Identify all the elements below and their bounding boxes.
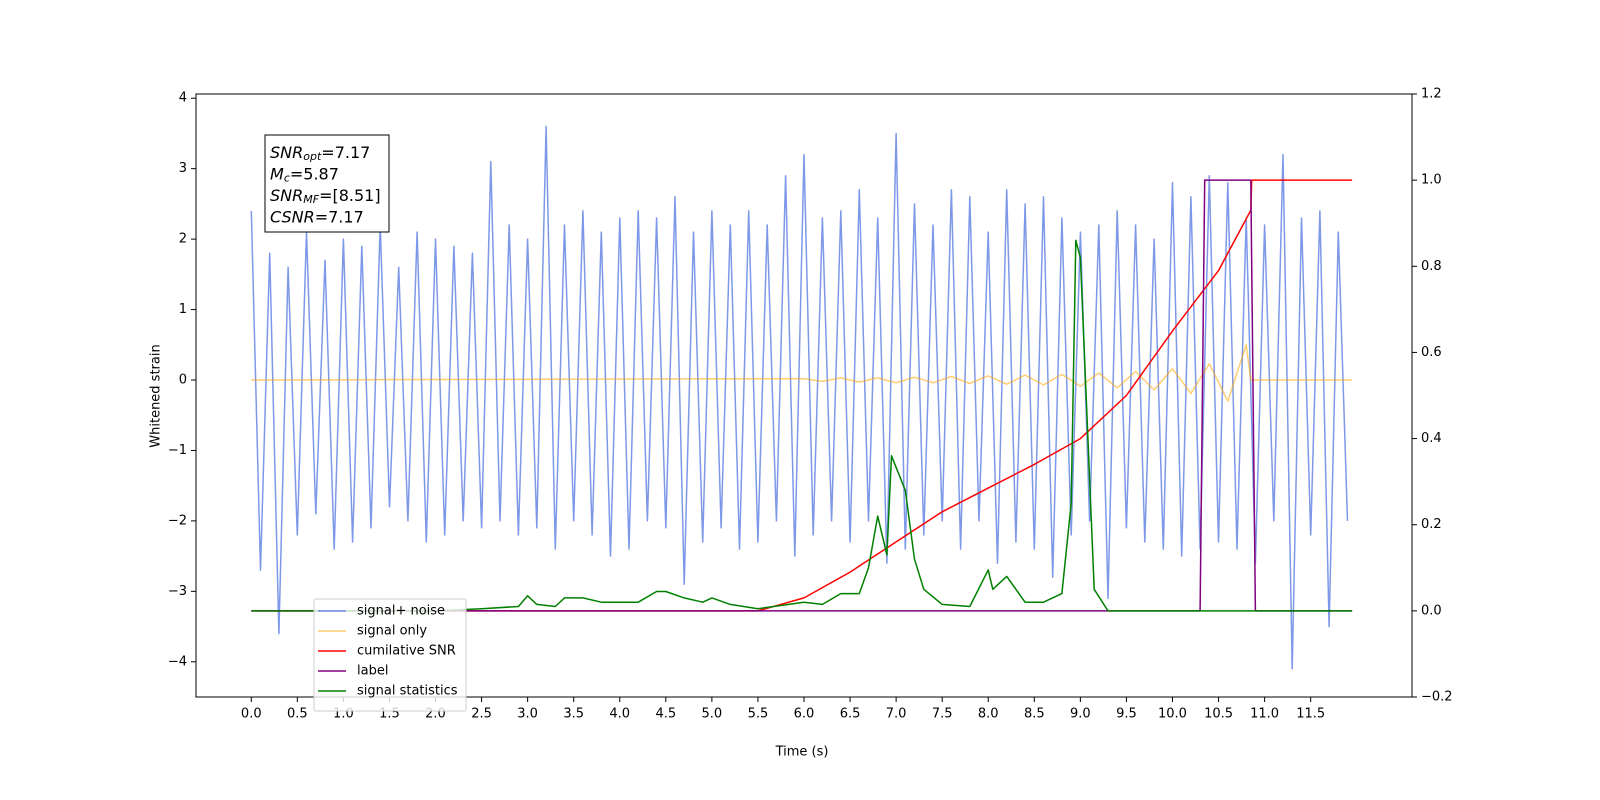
x-tick-label: 3.0 bbox=[517, 707, 538, 722]
y2-tick-label: 0.6 bbox=[1421, 345, 1442, 360]
y2-tick-label: 1.2 bbox=[1421, 87, 1442, 102]
y-tick-label: 0 bbox=[179, 373, 187, 388]
y-tick-label: −4 bbox=[168, 654, 187, 669]
annotation-text: Mc=5.87 bbox=[270, 164, 339, 185]
series-line bbox=[250, 125, 1349, 670]
annotation-value: =7.17 bbox=[315, 207, 364, 226]
annotation-symbol: CSNR bbox=[270, 207, 315, 226]
annotation-value: =7.17 bbox=[321, 143, 370, 162]
annotation-subscript: opt bbox=[303, 150, 322, 163]
annotation-frame bbox=[264, 134, 390, 233]
x-axis-label: Time (s) bbox=[775, 745, 829, 760]
annotation-text: SNRopt=7.17 bbox=[270, 143, 370, 164]
y-tick-label: −2 bbox=[168, 513, 187, 528]
y-tick-label: 1 bbox=[179, 302, 187, 317]
x-tick-label: 9.0 bbox=[1070, 707, 1091, 722]
x-tick-label: 8.5 bbox=[1024, 707, 1045, 722]
legend-label: signal+ noise bbox=[357, 604, 445, 619]
x-tick-label: 6.5 bbox=[840, 707, 861, 722]
x-tick-label: 5.5 bbox=[748, 707, 769, 722]
annotation-symbol: SNR bbox=[270, 186, 303, 205]
legend-label: signal statistics bbox=[357, 684, 458, 699]
x-tick-label: 6.0 bbox=[794, 707, 815, 722]
y-tick-label: −1 bbox=[168, 443, 187, 458]
y2-tick-label: 1.0 bbox=[1421, 173, 1442, 188]
y2-tick-label: 0.0 bbox=[1421, 603, 1442, 618]
y2-tick-label: 0.8 bbox=[1421, 259, 1442, 274]
x-tick-label: 7.5 bbox=[932, 707, 953, 722]
x-tick-label: 10.5 bbox=[1204, 707, 1233, 722]
annotation-subscript: c bbox=[284, 172, 290, 185]
series-line bbox=[251, 239, 1353, 612]
legend-label: cumilative SNR bbox=[357, 644, 456, 659]
legend-label: signal only bbox=[357, 624, 427, 639]
y2-tick-label: 0.2 bbox=[1421, 517, 1442, 532]
annotation-symbol: SNR bbox=[270, 143, 303, 162]
legend-frame bbox=[313, 598, 467, 712]
x-tick-label: 0.0 bbox=[241, 707, 262, 722]
x-tick-label: 3.5 bbox=[563, 707, 584, 722]
y-tick-label: 4 bbox=[179, 91, 187, 106]
x-tick-label: 11.5 bbox=[1296, 707, 1325, 722]
series-line bbox=[251, 179, 1353, 612]
y2-tick-label: 0.4 bbox=[1421, 431, 1442, 446]
y-tick-label: −3 bbox=[168, 584, 187, 599]
x-tick-label: 5.0 bbox=[702, 707, 723, 722]
legend: signal+ noise signal only cumilative SNR la… bbox=[313, 598, 467, 712]
series-line bbox=[251, 344, 1353, 402]
x-tick-label: 9.5 bbox=[1116, 707, 1137, 722]
annotation-symbol: M bbox=[270, 164, 284, 183]
legend-label: label bbox=[357, 664, 388, 679]
x-tick-label: 11.0 bbox=[1250, 707, 1279, 722]
annotation-value: =5.87 bbox=[290, 164, 339, 183]
annotation-value: =[8.51] bbox=[319, 186, 381, 205]
x-tick-label: 10.0 bbox=[1158, 707, 1187, 722]
annotation-text: CSNR=7.17 bbox=[270, 207, 364, 226]
y-tick-label: 3 bbox=[179, 161, 187, 176]
y-axis-label: Whitened strain bbox=[149, 344, 164, 447]
x-tick-label: 4.5 bbox=[655, 707, 676, 722]
x-tick-label: 8.0 bbox=[978, 707, 999, 722]
x-tick-label: 0.5 bbox=[287, 707, 308, 722]
annotation-text: SNRMF=[8.51] bbox=[270, 186, 381, 207]
y2-tick-label: −0.2 bbox=[1421, 690, 1453, 705]
x-tick-label: 7.0 bbox=[886, 707, 907, 722]
x-tick-label: 2.5 bbox=[471, 707, 492, 722]
y-tick-label: 2 bbox=[179, 232, 187, 247]
annotation-subscript: MF bbox=[303, 193, 319, 206]
x-tick-label: 4.0 bbox=[609, 707, 630, 722]
